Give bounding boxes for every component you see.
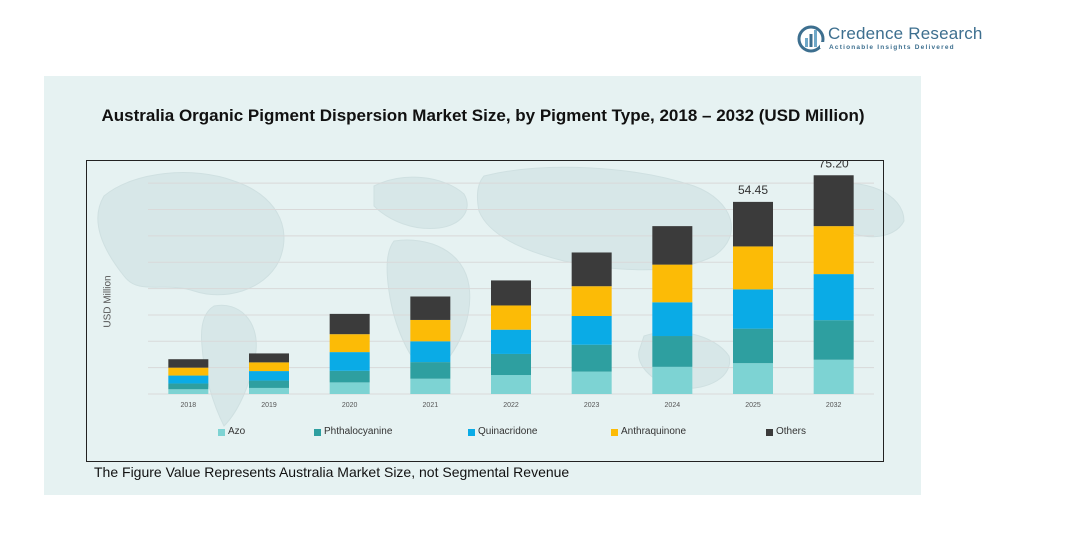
bar-segment — [168, 383, 209, 390]
chart-legend: Azo Phthalocyanine Quinacridone Anthraquino… — [200, 426, 860, 440]
bar-segment — [813, 274, 854, 321]
bar-segment — [652, 336, 693, 367]
x-tick-label: 2025 — [745, 402, 761, 409]
x-tick-label: 2020 — [342, 402, 358, 409]
bar-segment — [168, 389, 209, 394]
bar-segment — [733, 289, 773, 329]
bar-segment — [571, 344, 612, 372]
legend-swatch — [468, 429, 475, 436]
bar-segment — [410, 341, 451, 363]
bar-segment — [813, 175, 854, 227]
x-tick-label: 2019 — [261, 402, 277, 409]
bar-segment — [249, 380, 289, 388]
bar-segment — [168, 375, 209, 384]
x-tick-label: 2022 — [503, 402, 519, 409]
bar-segment — [571, 252, 612, 287]
data-label: 54.45 — [738, 183, 768, 197]
bar-segment — [410, 319, 451, 342]
bar-segment — [249, 362, 289, 372]
bar-segment — [571, 371, 612, 394]
bar-segment — [249, 387, 289, 394]
x-tick-label: 2024 — [665, 402, 681, 409]
brand-logo: Credence Research Actionable Insights De… — [796, 22, 986, 58]
bar-segment — [329, 313, 370, 335]
bar-segment — [329, 352, 370, 371]
chart-plot: 2018 2019 2020 2021 2022 2023 2024 2025 54.45 203… — [148, 160, 874, 409]
bar-segment — [813, 359, 854, 394]
data-label: 75.20 — [819, 160, 849, 170]
x-tick-label: 2018 — [181, 402, 197, 409]
bar-segment — [168, 359, 209, 368]
bar-segment — [168, 367, 209, 376]
bar-segment — [491, 280, 531, 306]
x-tick-label: 2021 — [423, 402, 439, 409]
bar-segment — [813, 226, 854, 275]
x-tick-label: 2023 — [584, 402, 600, 409]
bar-segment — [733, 246, 773, 290]
bar-segment — [491, 353, 531, 376]
footnote: The Figure Value Represents Australia Ma… — [94, 464, 570, 480]
logo-icon — [797, 25, 826, 53]
brand-tagline: Actionable Insights Delivered — [829, 44, 955, 51]
bar-segment — [410, 378, 451, 394]
bar-segment — [410, 362, 451, 379]
bar-segment — [652, 302, 693, 337]
bar-segment — [491, 375, 531, 394]
bar-segment — [491, 329, 531, 354]
bar-segment — [249, 353, 289, 363]
legend-label: Others — [776, 426, 807, 437]
bar-segment — [410, 296, 451, 320]
legend-label: Anthraquinone — [621, 426, 687, 437]
y-axis-label: USD Million — [102, 275, 114, 328]
bar-segment — [249, 371, 289, 381]
bar-segment — [652, 264, 693, 303]
legend-label: Azo — [228, 426, 246, 437]
bar-segment — [329, 370, 370, 383]
x-tick-label: 2032 — [826, 402, 842, 409]
legend-swatch — [314, 429, 321, 436]
legend-swatch — [218, 429, 225, 436]
chart-title: Australia Organic Pigment Dispersion Mar… — [101, 106, 865, 125]
bar-segment — [329, 334, 370, 353]
bar-segment — [652, 226, 693, 265]
bar-segment — [491, 305, 531, 330]
bar-segment — [329, 382, 370, 394]
legend-swatch — [611, 429, 618, 436]
bar-segment — [813, 320, 854, 360]
bar-segment — [571, 286, 612, 316]
bar-segment — [733, 201, 773, 247]
bar-segment — [652, 366, 693, 394]
brand-name: Credence Research — [828, 24, 983, 43]
bar-segment — [733, 363, 773, 394]
legend-label: Phthalocyanine — [324, 426, 393, 437]
legend-swatch — [766, 429, 773, 436]
bar-segment — [571, 315, 612, 345]
bar-segment — [733, 328, 773, 364]
chart-frame — [86, 160, 884, 462]
legend-label: Quinacridone — [478, 426, 538, 437]
